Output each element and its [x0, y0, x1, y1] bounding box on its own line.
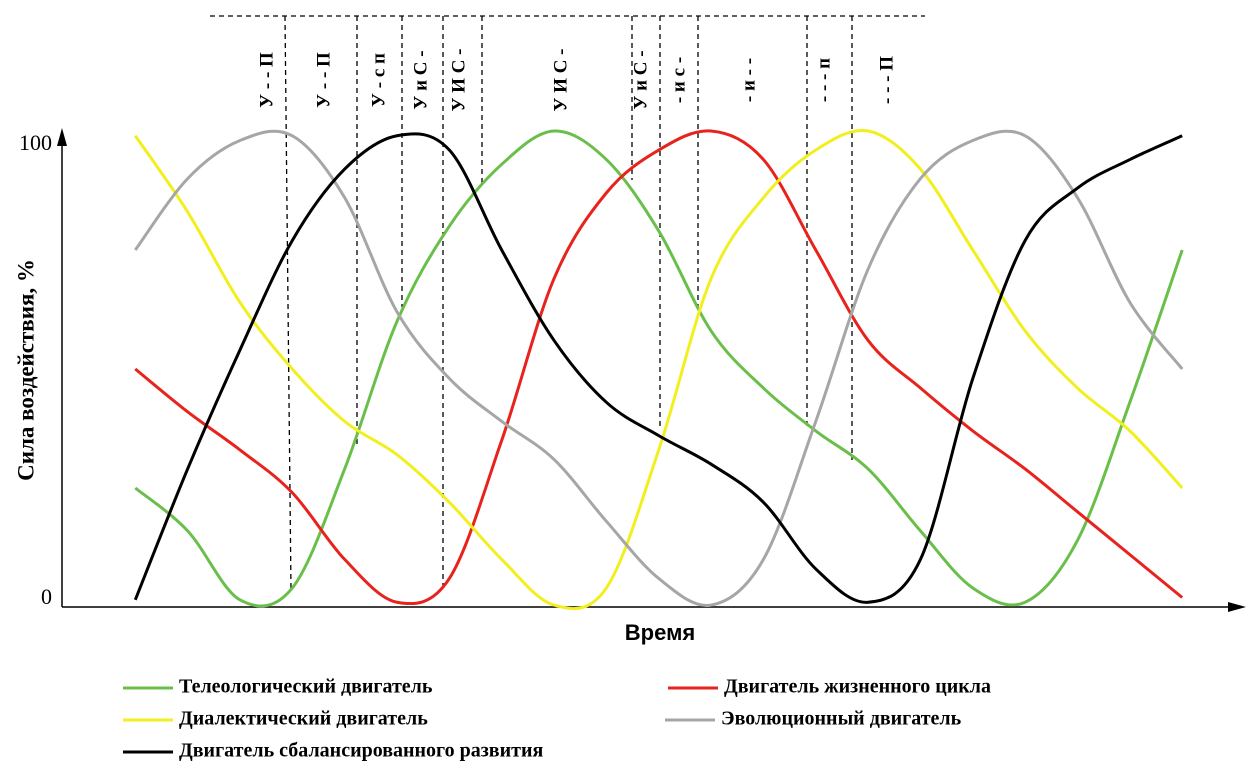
annotation-label: - и с - [668, 57, 689, 103]
annotation-label: - - - П [876, 56, 897, 104]
annotation-label: - - - п [813, 58, 834, 102]
y-tick-label: 0 [41, 584, 52, 609]
series-line [134, 128, 1184, 611]
series-line [133, 132, 1183, 604]
x-axis-label: Время [625, 620, 695, 645]
annotation-label: У - с п [368, 53, 389, 107]
legend-label: Эволюционный двигатель [721, 708, 962, 730]
legend-label: Двигатель жизненного цикла [724, 676, 991, 698]
annotation-label: У и С - [630, 50, 651, 109]
series-line [134, 129, 1184, 607]
legend-label: Двигатель сбалансированного развития [179, 740, 543, 762]
series-line [134, 129, 1184, 608]
y-axis-label: Сила воздействия, % [13, 259, 38, 481]
legend-label: Телеологический двигатель [179, 676, 433, 698]
series-line [134, 129, 1184, 606]
annotation-label: У - - П [256, 52, 277, 108]
legend-label: Диалектический двигатель [179, 708, 428, 730]
annotation-label: У И С - [448, 48, 469, 111]
x-axis-arrow [1228, 602, 1246, 612]
y-axis-arrow [57, 128, 67, 146]
annotation-label: - и - - [738, 58, 759, 102]
boundary-line [284, 15, 292, 591]
annotation-label: У и С - [410, 50, 431, 109]
y-tick-label: 100 [19, 130, 52, 155]
annotation-label: У - - П [313, 52, 334, 108]
annotation-label: У И С - [550, 48, 571, 111]
